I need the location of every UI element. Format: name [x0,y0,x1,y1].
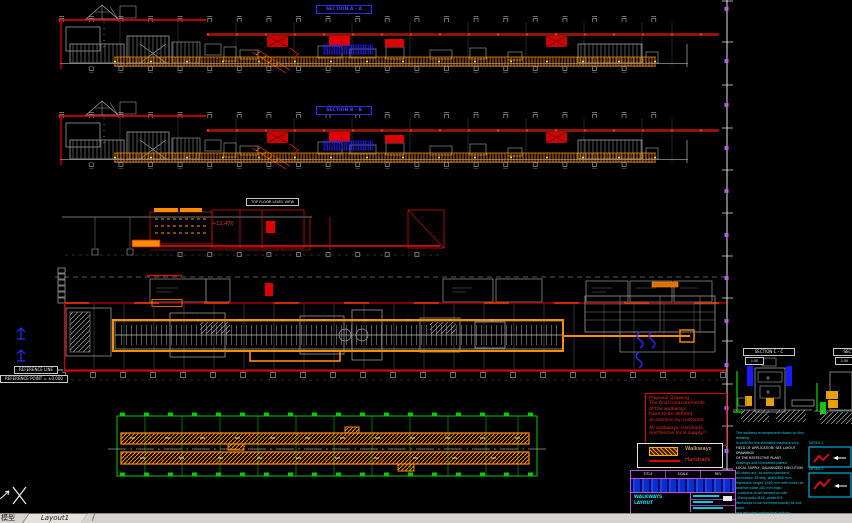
notes-block: The walkway arrangement shown on this dr… [736,431,808,523]
section-c-scale: 1:50 [745,357,764,365]
note-line: Handrails height 1100 mm with knee rail [736,481,804,485]
section-c-label: SECTION C - C [743,348,795,356]
title-block-drawing-title: WALKWAYS LAYOUT [631,493,691,512]
note-line: is valid for the standard machine only. [736,441,800,445]
note-line: The walkway arrangement shown on this dr… [736,431,804,440]
title-line: WALKWAYS [634,495,663,500]
warning-line: at erection by customer [649,417,705,423]
warning-line: and fences local supply!! [649,431,707,437]
section-details [733,357,852,424]
title-line: LAYOUT [634,501,654,506]
note-line: FIELD OF APPLICATION: SEE LAYOUT DRAWING… [736,446,796,455]
detail-2-label: DETAIL 2 [809,467,824,471]
elevation-section-a [56,3,721,75]
section-d-scale: 1:50 [835,357,852,365]
floor-level-label: TOP FLOOR LEVEL VIEW [246,198,299,206]
legend-box: Walkways Handrails [637,443,723,468]
note-line: - supports to be welded on site [736,491,788,495]
title-block-fields [691,493,735,512]
title-block: TITLE SCALE REV WALKWAYS LAYOUT [630,470,736,514]
title-block-header: SCALE [666,471,701,478]
title-block-header: REV [714,472,722,476]
reference-point-label: REFERENCE POINT = ±0.000 [0,375,68,383]
title-block-logo-band [631,479,735,493]
note-line: All stairs acc. to works standard, [736,471,790,475]
elevation-section-b [56,99,721,171]
warning-line: Proposal Drawing [649,396,690,401]
title-block-header: TITLE [631,471,666,478]
note-line: OF THE RESPECTIVE PLANT [736,456,782,460]
reference-line-label: REFERENCE LINE [14,366,58,374]
note-line: Walkways to be trimmed exactly to suit p… [736,501,802,510]
plan-view-drawing [16,267,727,381]
walkways-swatch [649,447,678,456]
title-block-stamp [723,496,732,501]
note-line: LOCAL SUPPLY, GALVANIZED EXECUTION [736,466,803,470]
note-line: inclination 45 deg, width 800 mm. [736,476,793,480]
section-a-label: SECTION A - A [316,5,372,14]
ucs-icon [0,486,27,505]
status-bar [0,513,852,523]
note-line: and toe plate 100 mm high. [736,486,783,490]
floor-level-drawing [62,208,445,257]
note-line: - fixing bolts M16, grade 8.8 [736,496,783,500]
detail-boxes [808,446,852,498]
tab-separator: / [92,513,96,523]
warning-line: have to be defined [649,412,693,418]
warning-line: of the walkways [649,406,687,412]
tab-layout1-label[interactable]: Layout1 [23,514,87,523]
tab-model[interactable]: 模型 [1,514,15,522]
walkways-legend-label: Walkways [685,446,712,452]
section-d-label: SECTION D - D [833,348,852,356]
handrails-legend-label: Handrails [685,457,711,463]
tab-layout1[interactable]: Layout1 [22,513,88,523]
note-line: Gratings and checkered plates: [736,461,788,465]
walkway-plan-drawing [108,412,548,477]
detail-1-label: DETAIL 1 [809,441,824,445]
warning-line: The final measurements [649,401,705,407]
proposal-warning-box: Proposal Drawing The final measurements … [645,393,727,446]
section-b-label: SECTION B - B [316,106,372,115]
level-value: +12.470 [212,221,234,227]
handrails-swatch [649,460,680,462]
warning-line: All walkways, handrails, [649,426,704,432]
